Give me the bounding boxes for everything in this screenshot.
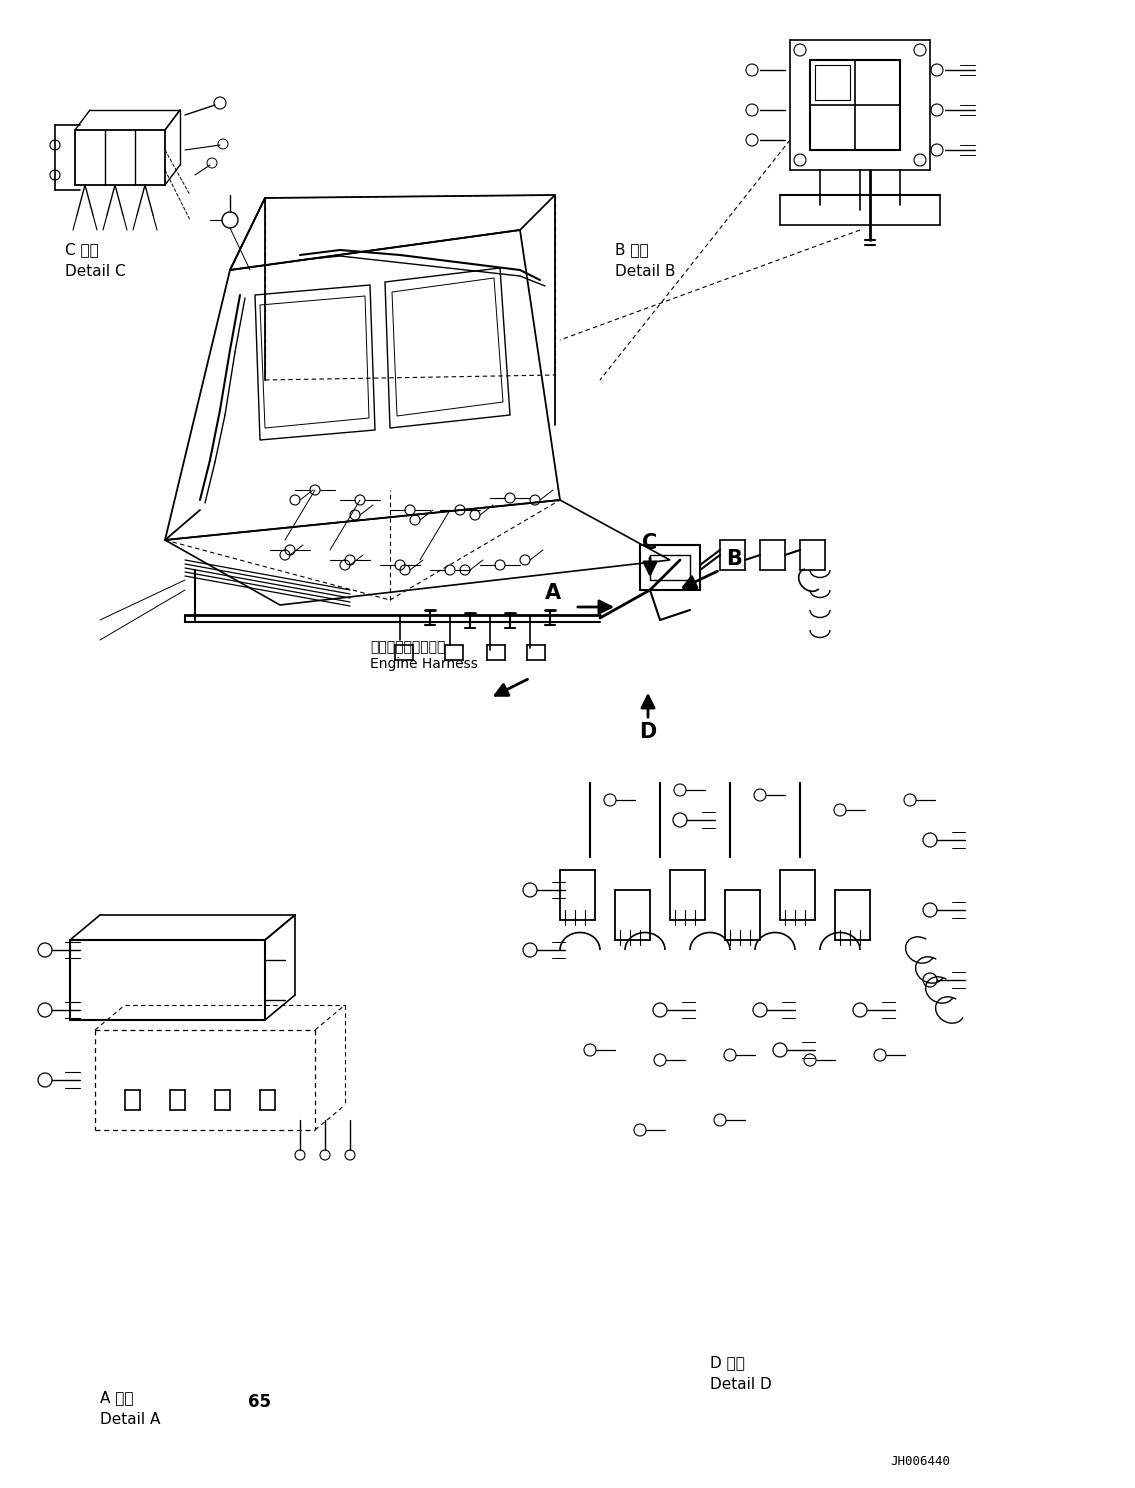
Text: 65: 65 xyxy=(249,1393,271,1411)
Text: A: A xyxy=(545,583,561,603)
Text: Engine Harness: Engine Harness xyxy=(370,658,478,671)
Text: エンジンハーネスへ: エンジンハーネスへ xyxy=(370,640,445,655)
Text: B 詳細
Detail B: B 詳細 Detail B xyxy=(615,243,675,280)
Text: C: C xyxy=(642,533,657,554)
Text: B: B xyxy=(726,549,742,568)
Text: JH006440: JH006440 xyxy=(890,1455,950,1469)
Text: D 詳細
Detail D: D 詳細 Detail D xyxy=(711,1356,772,1393)
Text: C 詳細
Detail C: C 詳細 Detail C xyxy=(65,243,126,280)
Text: A 詳細
Detail A: A 詳細 Detail A xyxy=(100,1390,160,1427)
Text: D: D xyxy=(639,722,657,743)
